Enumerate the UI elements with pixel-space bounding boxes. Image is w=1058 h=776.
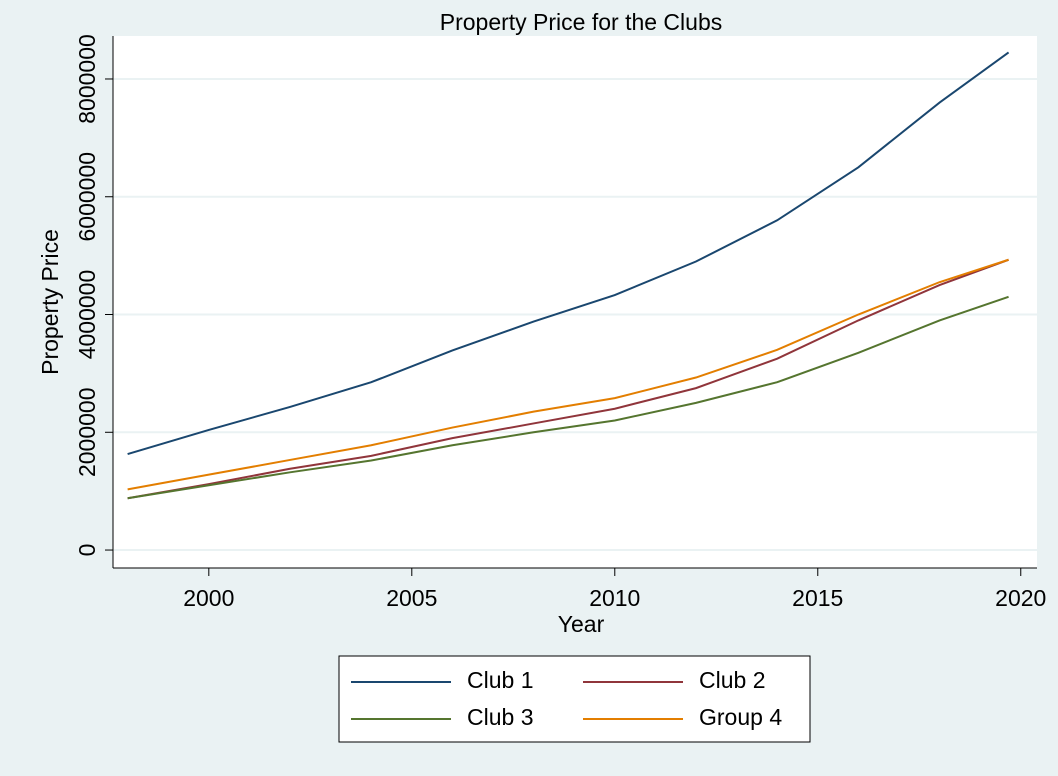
y-tick-label: 6000000: [74, 152, 100, 242]
y-tick-label: 8000000: [74, 34, 100, 124]
x-tick-label: 2020: [995, 585, 1046, 611]
legend-label: Group 4: [699, 704, 782, 730]
legend: [338, 655, 811, 743]
y-tick-label: 4000000: [74, 270, 100, 360]
y-tick-label: 2000000: [74, 388, 100, 478]
y-axis-label: Property Price: [37, 229, 63, 375]
series-line: [127, 51, 1010, 456]
x-tick-label: 2010: [589, 585, 640, 611]
legend-label: Club 2: [699, 667, 765, 693]
x-tick-label: 2005: [386, 585, 437, 611]
series-line: [127, 258, 1009, 491]
plot-area: [113, 36, 1037, 568]
x-tick-label: 2015: [792, 585, 843, 611]
chart-title: Property Price for the Clubs: [440, 9, 723, 35]
y-tick-label: 0: [74, 544, 100, 557]
series-line: [127, 258, 1009, 500]
legend-label: Club 3: [467, 704, 533, 730]
x-tick-label: 2000: [183, 585, 234, 611]
x-axis-label: Year: [558, 611, 605, 637]
legend-label: Club 1: [467, 667, 533, 693]
series-line: [127, 295, 1009, 500]
